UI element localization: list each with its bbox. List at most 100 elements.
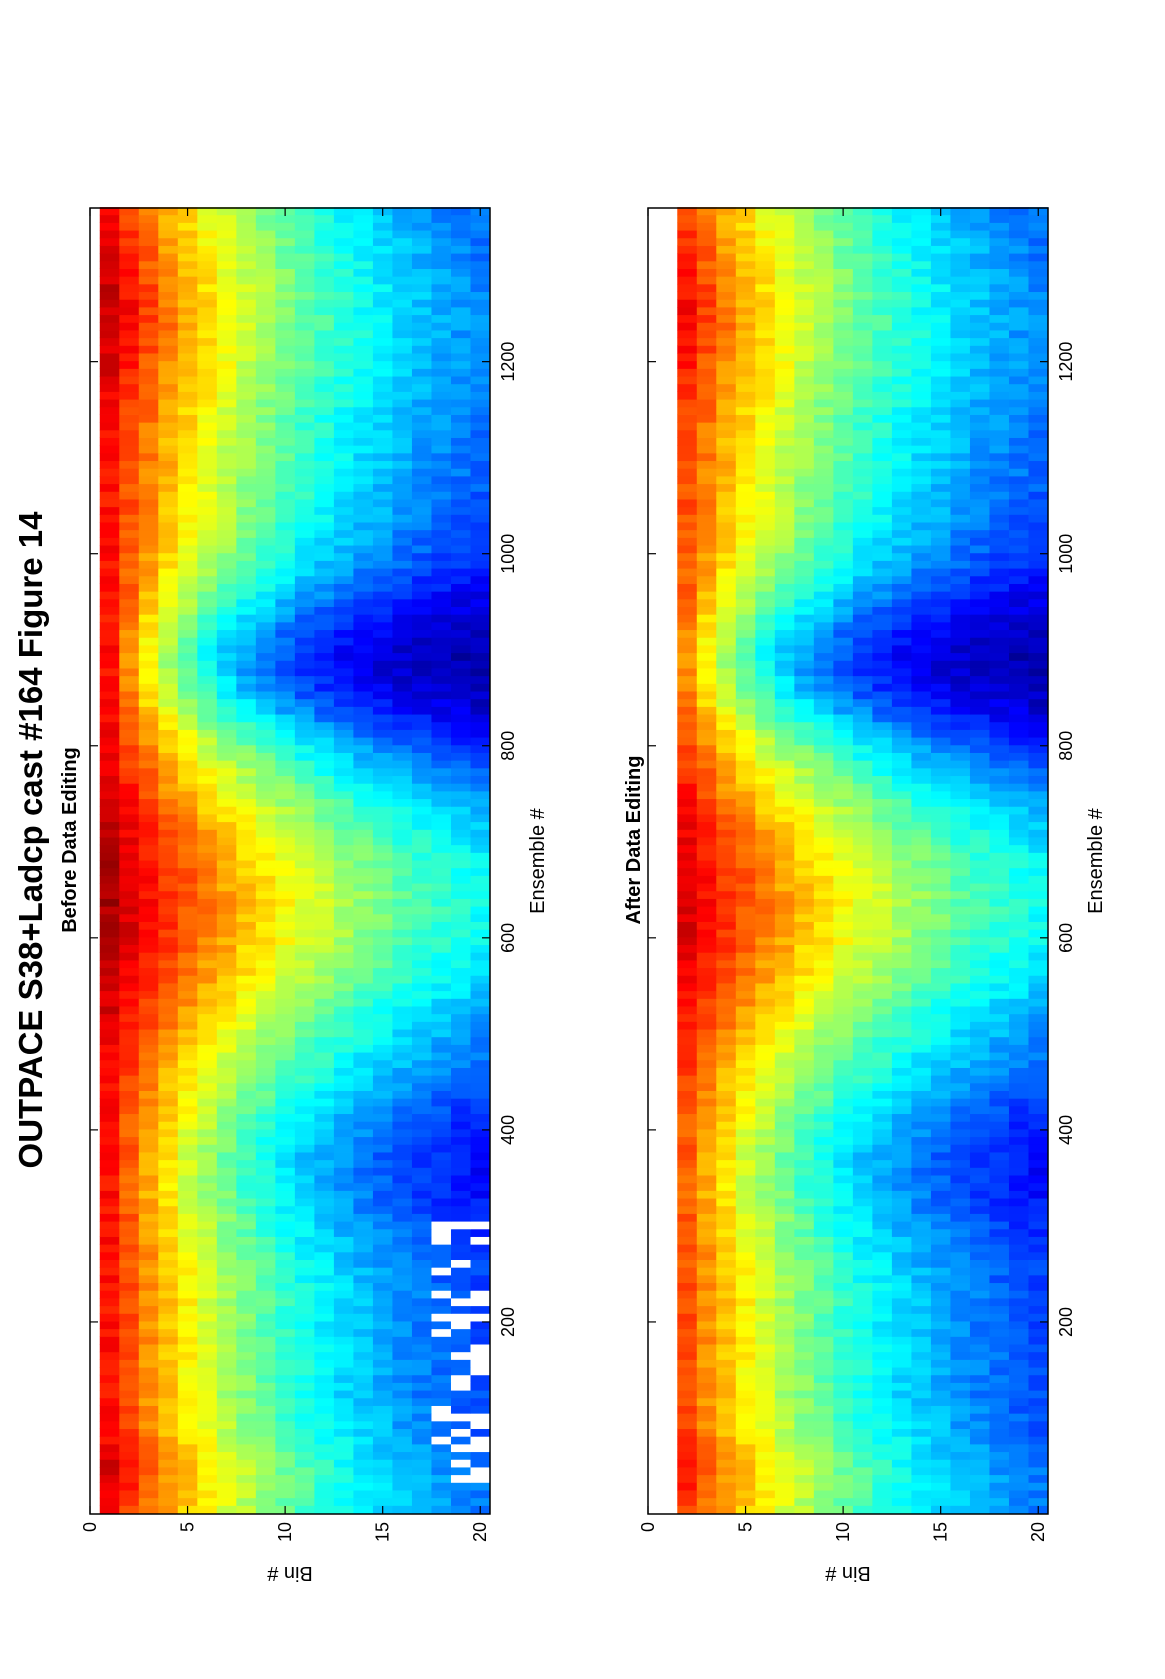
heatmap-cell: [236, 414, 257, 423]
heatmap-cell: [813, 1274, 834, 1284]
heatmap-cell: [911, 1067, 932, 1076]
heatmap-cell: [177, 752, 198, 761]
heatmap-cell: [255, 790, 276, 800]
heatmap-cell: [353, 276, 374, 285]
heatmap-cell: [353, 1175, 374, 1184]
heatmap-cell: [411, 1351, 432, 1360]
heatmap-cell: [431, 959, 452, 969]
heatmap-cell: [950, 983, 971, 992]
heatmap-cell: [275, 606, 296, 615]
heatmap-cell: [755, 913, 776, 922]
heatmap-cell: [431, 591, 452, 600]
heatmap-cell: [236, 721, 257, 730]
heatmap-cell: [353, 1006, 374, 1015]
heatmap-cell: [99, 591, 120, 600]
heatmap-cell: [236, 1459, 257, 1468]
heatmap-cell: [411, 314, 432, 323]
heatmap-cell: [450, 1428, 471, 1437]
heatmap-cell: [392, 522, 413, 531]
heatmap-cell: [969, 1482, 990, 1491]
heatmap-cell: [431, 844, 452, 853]
heatmap-cell: [1008, 998, 1029, 1007]
heatmap-cell: [950, 1497, 971, 1506]
heatmap-cell: [216, 598, 237, 607]
heatmap-cell: [99, 1182, 120, 1191]
heatmap-cell: [794, 1298, 815, 1307]
heatmap-cell: [294, 1467, 315, 1476]
heatmap-cell: [431, 1428, 452, 1437]
heatmap-cell: [411, 883, 432, 892]
heatmap-cell: [755, 1505, 776, 1514]
heatmap-cell: [216, 1290, 237, 1299]
heatmap-cell: [197, 1482, 218, 1491]
heatmap-cell: [138, 737, 159, 746]
heatmap-cell: [119, 1382, 140, 1391]
heatmap-cell: [294, 1497, 315, 1506]
heatmap-cell: [411, 1098, 432, 1107]
heatmap-cell: [392, 1067, 413, 1076]
heatmap-cell: [735, 1036, 756, 1045]
heatmap-cell: [177, 1443, 198, 1453]
heatmap-cell: [177, 668, 198, 677]
heatmap-cell: [735, 1098, 756, 1107]
heatmap-cell: [696, 1059, 717, 1068]
heatmap-cell: [969, 1282, 990, 1291]
heatmap-cell: [470, 583, 491, 592]
heatmap-cell: [99, 568, 120, 577]
heatmap-cell: [138, 1274, 159, 1284]
heatmap-cell: [314, 422, 335, 431]
heatmap-cell: [813, 983, 834, 992]
heatmap-cell: [716, 1198, 737, 1207]
heatmap-cell: [411, 1021, 432, 1030]
heatmap-cell: [138, 1336, 159, 1345]
heatmap-cell: [411, 598, 432, 607]
heatmap-cell: [735, 998, 756, 1007]
heatmap-cell: [119, 959, 140, 969]
heatmap-cell: [470, 1367, 491, 1376]
heatmap-cell: [294, 245, 315, 254]
heatmap-cell: [353, 253, 374, 262]
heatmap-cell: [138, 837, 159, 846]
heatmap-cell: [255, 1298, 276, 1307]
heatmap-cell: [255, 1036, 276, 1045]
heatmap-cell: [950, 1182, 971, 1191]
heatmap-cell: [333, 714, 354, 723]
heatmap-cell: [431, 1467, 452, 1476]
heatmap-cell: [735, 1244, 756, 1253]
heatmap-cell: [294, 460, 315, 469]
heatmap-cell: [333, 906, 354, 915]
heatmap-cell: [911, 1505, 932, 1514]
heatmap-cell: [294, 1067, 315, 1076]
heatmap-cell: [891, 1213, 912, 1222]
heatmap-cell: [677, 1405, 698, 1414]
heatmap-cell: [333, 860, 354, 869]
heatmap-cell: [158, 230, 179, 239]
heatmap-cell: [431, 207, 452, 216]
heatmap-cell: [236, 660, 257, 669]
heatmap-cell: [392, 322, 413, 331]
heatmap-cell: [177, 1351, 198, 1360]
heatmap-cell: [677, 1251, 698, 1260]
heatmap-cell: [930, 1390, 951, 1399]
heatmap-cell: [138, 1136, 159, 1145]
heatmap-cell: [255, 506, 276, 515]
heatmap-cell: [236, 345, 257, 354]
heatmap-cell: [275, 1359, 296, 1368]
heatmap-cell: [99, 322, 120, 331]
heatmap-cell: [99, 867, 120, 876]
heatmap-cell: [119, 552, 140, 561]
heatmap-cell: [392, 967, 413, 976]
heatmap-cell: [392, 237, 413, 246]
heatmap-cell: [969, 1367, 990, 1376]
heatmap-cell: [138, 729, 159, 738]
heatmap-cell: [450, 1075, 471, 1084]
heatmap-cell: [197, 913, 218, 922]
x-tick-label: 600: [498, 923, 518, 953]
heatmap-cell: [353, 744, 374, 753]
heatmap-cell: [236, 1075, 257, 1084]
heatmap-cell: [119, 522, 140, 531]
heatmap-cell: [950, 1190, 971, 1199]
heatmap-cell: [431, 1144, 452, 1153]
heatmap-cell: [314, 1298, 335, 1307]
heatmap-cell: [470, 568, 491, 577]
